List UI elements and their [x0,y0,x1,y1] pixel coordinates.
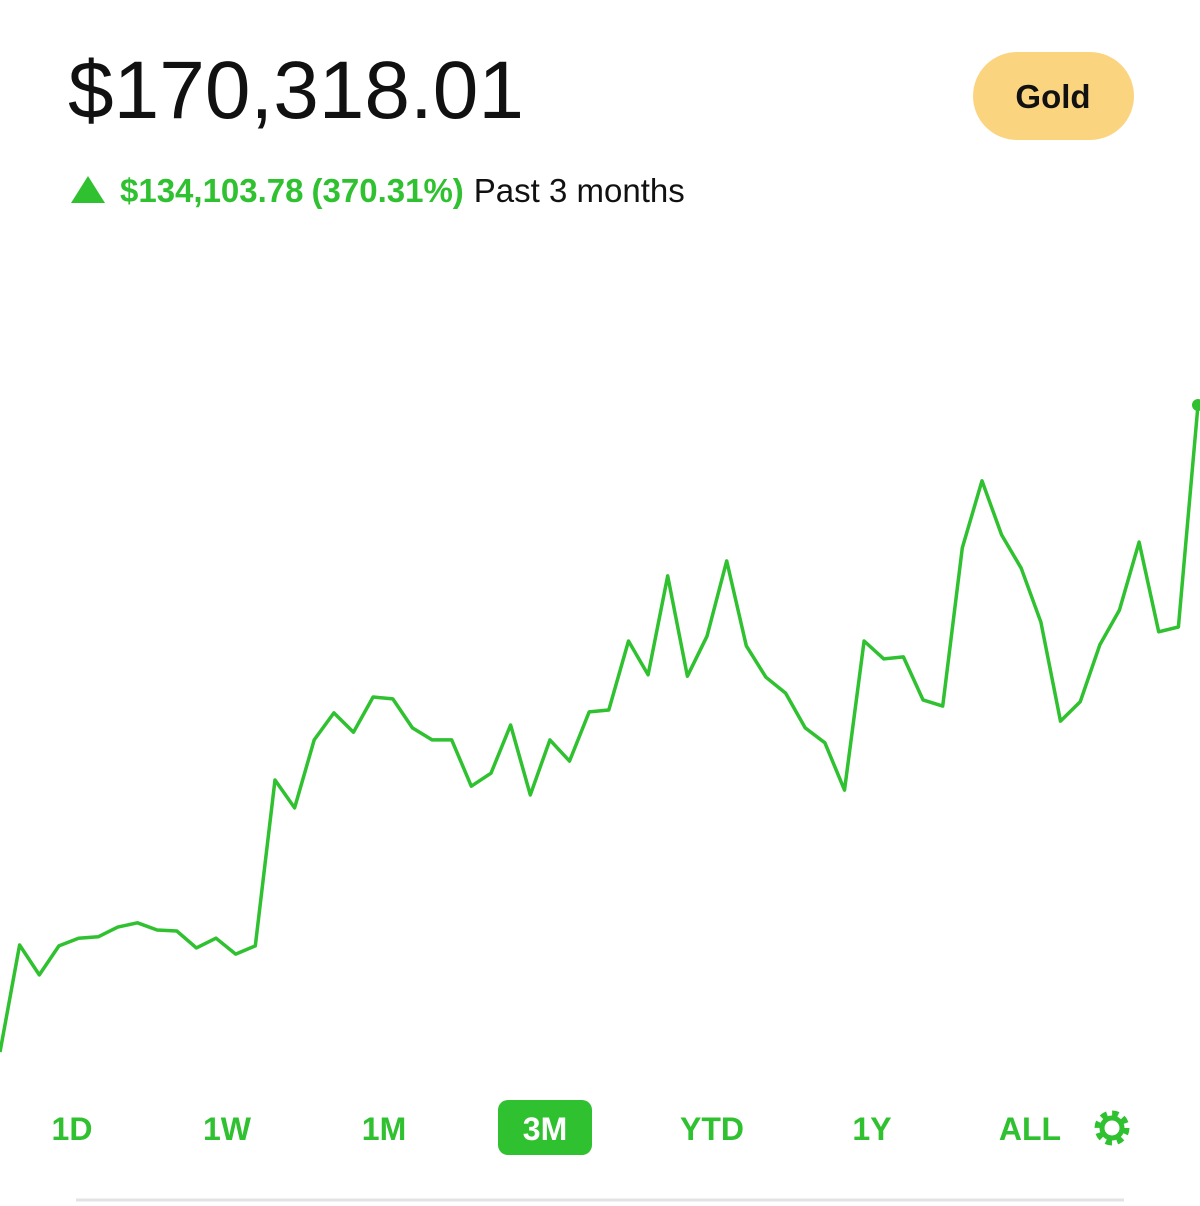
end-dot [1192,399,1200,411]
range-tab[interactable]: 1D [52,1111,93,1147]
range-tab[interactable]: 1M [362,1111,406,1147]
range-tabs: 1D 1W 1M 3M YTD 1Y ALL [52,1100,1061,1155]
change-percent: (370.31%) [312,172,464,209]
gold-label: Gold [1015,78,1090,115]
selected-tab-bg [498,1100,592,1155]
up-arrow [71,176,105,203]
range-tab[interactable]: 1Y [852,1111,891,1147]
settings-gear[interactable] [1094,1110,1130,1146]
change-amount: $134,103.78 [120,172,304,209]
change-line: $134,103.78 (370.31%) Past 3 months [120,172,685,209]
period: Past 3 months [474,172,685,209]
balance: $170,318.01 [68,45,524,136]
range-tab[interactable]: 1W [203,1111,252,1147]
price-line [0,404,1200,1053]
range-tab[interactable]: 3M [523,1111,567,1147]
chart [0,399,1200,1053]
range-tab[interactable]: YTD [680,1111,744,1147]
gold-button[interactable] [973,52,1134,140]
range-tab[interactable]: ALL [999,1111,1061,1147]
